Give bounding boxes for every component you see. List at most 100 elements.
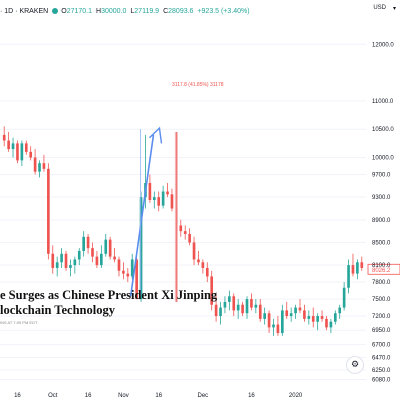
candle-body xyxy=(73,259,77,266)
x-tick-label: Oct xyxy=(48,393,58,399)
candle-body xyxy=(241,304,244,314)
candle-body xyxy=(139,197,143,300)
candle-body xyxy=(170,194,174,209)
candle-body xyxy=(91,248,94,257)
byline: INS AT 7:09 PM EDT xyxy=(0,320,38,325)
high-value: 30000.0 xyxy=(101,7,127,15)
y-tick-label: 6250.0 xyxy=(372,368,391,374)
change-value: +923.5 (+3.40%) xyxy=(197,7,250,15)
candle-body xyxy=(333,313,337,322)
candle-body xyxy=(95,256,99,266)
candle-body xyxy=(24,143,28,152)
candle-body xyxy=(47,168,50,254)
candle-body xyxy=(179,225,183,232)
x-tick-label: 16 xyxy=(248,393,255,399)
x-tick-label: 16 xyxy=(14,393,21,399)
candle-body xyxy=(152,197,156,200)
candle-body xyxy=(148,183,152,200)
price-tag-label: 8026.2 xyxy=(372,268,391,274)
y-tick-label: 7800.0 xyxy=(372,280,391,286)
y-tick-label: 6470.0 xyxy=(372,355,391,361)
x-tick-label: 2020 xyxy=(289,393,303,399)
candle-body xyxy=(126,273,130,277)
x-tick-label: 16 xyxy=(155,393,162,399)
candle-body xyxy=(113,256,116,260)
y-tick-label: 10000.0 xyxy=(372,156,394,162)
candle-body xyxy=(82,236,85,251)
candle-body xyxy=(29,151,33,158)
candle-body xyxy=(122,270,125,274)
candle-body xyxy=(117,259,121,271)
candle-body xyxy=(130,259,134,277)
ohlc-legend: · 1D · KRAKEN O 27170.1 H 30000.0 L 2711… xyxy=(0,4,250,18)
chart-settings-button[interactable]: ⚙ xyxy=(346,356,364,374)
candle-body xyxy=(285,310,289,317)
candle-body xyxy=(161,191,165,206)
candle-body xyxy=(86,236,90,249)
candle-body xyxy=(311,316,315,322)
y-tick-label: 6700.0 xyxy=(372,342,391,348)
y-tick-label: 6080.0 xyxy=(372,377,391,383)
candle-body xyxy=(69,265,72,268)
candle-body xyxy=(254,304,258,308)
x-tick-label: Dec xyxy=(198,393,209,399)
candle-body xyxy=(157,197,161,206)
candle-body xyxy=(294,307,297,314)
candle-body xyxy=(289,313,293,317)
candle-body xyxy=(267,313,271,328)
measure-label: 3117.8 (41.85%) 31178 xyxy=(172,82,224,88)
candle-body xyxy=(60,253,63,263)
chevron-down-icon[interactable]: ▾ xyxy=(392,6,396,12)
candle-body xyxy=(188,233,191,243)
headline-line-1: e Surges as Chinese President Xi Jinping xyxy=(0,288,218,302)
x-tick-label: Nov xyxy=(118,393,129,399)
candle-body xyxy=(219,307,222,317)
candle-body xyxy=(20,143,24,161)
y-tick-label: 11000.0 xyxy=(372,99,394,105)
y-tick-label: 7200.0 xyxy=(372,314,391,320)
currency-selector[interactable]: USD xyxy=(373,5,386,11)
candle-body xyxy=(16,143,19,161)
candle-body xyxy=(197,259,200,263)
close-label: C xyxy=(163,7,169,15)
candle-body xyxy=(228,296,231,302)
candle-body xyxy=(183,231,187,234)
candle-body xyxy=(201,262,205,268)
news-headline: e Surges as Chinese President Xi Jinping… xyxy=(0,288,230,318)
candle-body xyxy=(104,239,108,254)
candle-body xyxy=(316,316,319,322)
candle-body xyxy=(33,157,37,172)
candle-body xyxy=(77,250,81,260)
candle-body xyxy=(100,253,103,266)
y-tick-label: 9300.0 xyxy=(372,195,391,201)
y-tick-label: 10500.0 xyxy=(372,127,394,133)
symbol-text[interactable]: · 1D · KRAKEN xyxy=(0,7,49,15)
candle-body xyxy=(307,316,311,319)
candle-body xyxy=(210,276,214,305)
candle-body xyxy=(347,265,350,288)
candle-body xyxy=(236,304,240,311)
candle-body xyxy=(166,191,169,195)
y-tick-label: 7500.0 xyxy=(372,297,391,303)
candle-body xyxy=(329,321,333,328)
candle-body xyxy=(320,316,324,319)
y-tick-label: 9700.0 xyxy=(372,173,391,179)
candle-body xyxy=(325,318,328,328)
y-tick-label: 8500.0 xyxy=(372,240,391,246)
y-tick-label: 8900.0 xyxy=(372,218,391,224)
candle-body xyxy=(245,299,249,314)
candle-body xyxy=(258,304,262,319)
headline-line-2: lockchain Technology xyxy=(0,303,115,317)
candle-body xyxy=(51,253,55,268)
candle-body xyxy=(42,163,46,169)
price-tag xyxy=(367,263,400,275)
candle-body xyxy=(263,313,266,319)
candle-body xyxy=(205,267,209,277)
close-value: 28093.6 xyxy=(168,7,194,15)
open-label: O xyxy=(61,7,67,15)
y-tick-label: 8100.0 xyxy=(372,263,391,269)
candle-body xyxy=(360,262,364,268)
candle-body xyxy=(214,304,218,317)
